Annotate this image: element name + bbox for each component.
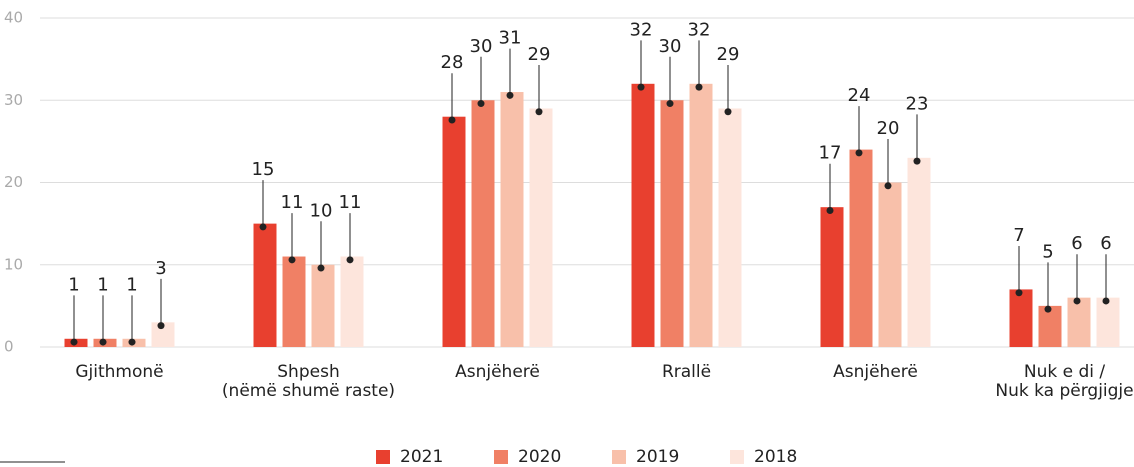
value-label: 1 — [97, 274, 108, 295]
x-tick-label: Rrallë — [661, 362, 712, 382]
y-tick-label: 30 — [4, 91, 23, 109]
callout-dot — [70, 338, 78, 346]
bar — [500, 92, 524, 348]
bar — [340, 256, 364, 347]
value-label: 7 — [1013, 225, 1024, 246]
y-tick-label: 0 — [4, 338, 14, 356]
bar — [907, 157, 931, 347]
callout-dot — [855, 149, 863, 157]
value-label: 24 — [848, 85, 871, 106]
legend-label: 2020 — [518, 447, 561, 467]
value-label: 17 — [819, 143, 842, 164]
callout-dot — [884, 182, 892, 190]
callout-dot — [913, 157, 921, 165]
callout-dot — [695, 83, 703, 91]
y-tick-label: 20 — [4, 173, 23, 191]
value-label: 1 — [68, 274, 79, 295]
callout-dot — [157, 322, 165, 330]
callout-dot — [637, 83, 645, 91]
value-label: 6 — [1100, 233, 1111, 254]
bar — [631, 83, 655, 348]
value-label: 1 — [126, 274, 137, 295]
value-label: 6 — [1071, 233, 1082, 254]
bar — [282, 256, 306, 347]
x-tick-label: Asnjëherë — [833, 362, 918, 382]
callout-dot — [99, 338, 107, 346]
legend-swatch — [730, 450, 744, 464]
value-label: 31 — [499, 28, 522, 49]
legend-swatch — [494, 450, 508, 464]
callout-dot — [535, 108, 543, 116]
bar — [529, 108, 553, 347]
value-label: 32 — [688, 19, 711, 40]
value-label: 11 — [281, 192, 304, 213]
value-label: 10 — [310, 200, 333, 221]
callout-dot — [666, 100, 674, 108]
callout-dot — [448, 116, 456, 124]
x-tick-label: Asnjëherë — [455, 362, 540, 382]
x-tick-label: Nuk e di / Nuk ka përgjigje — [995, 362, 1134, 401]
value-label: 30 — [470, 36, 493, 57]
callout-dot — [317, 264, 325, 272]
callout-dot — [506, 91, 514, 99]
bar — [1067, 297, 1091, 347]
value-label: 20 — [877, 118, 900, 139]
x-tick-label: Gjithmonë — [75, 362, 164, 382]
bar — [151, 322, 175, 347]
x-tick-label: Shpesh (nëmë shumë raste) — [221, 362, 396, 401]
bar — [311, 264, 335, 347]
value-label: 32 — [630, 19, 653, 40]
callout-dot — [259, 223, 267, 231]
value-label: 30 — [659, 36, 682, 57]
legend-label: 2019 — [636, 447, 679, 467]
value-label: 29 — [717, 44, 740, 65]
legend-label: 2021 — [400, 447, 443, 467]
bar — [1009, 289, 1033, 347]
bar — [689, 83, 713, 348]
legend-swatch — [376, 450, 390, 464]
legend-label: 2018 — [754, 447, 797, 467]
callout-dot — [288, 256, 296, 264]
bar — [660, 100, 684, 347]
bar — [1096, 297, 1120, 347]
callout-dot — [128, 338, 136, 346]
callout-dot — [724, 108, 732, 116]
bar — [718, 108, 742, 347]
y-tick-label: 10 — [4, 255, 23, 273]
bar — [849, 149, 873, 347]
callout-dot — [1044, 305, 1052, 313]
value-label: 28 — [441, 52, 464, 73]
legend-swatch — [612, 450, 626, 464]
callout-dot — [1015, 289, 1023, 297]
callout-dot — [826, 206, 834, 214]
bar — [1038, 305, 1062, 347]
callout-dot — [1102, 297, 1110, 305]
callout-dot — [346, 256, 354, 264]
callout-dot — [477, 100, 485, 108]
y-tick-label: 40 — [4, 9, 23, 27]
bar — [878, 182, 902, 347]
value-label: 23 — [906, 93, 929, 114]
callout-dot — [1073, 297, 1081, 305]
value-label: 3 — [155, 258, 166, 279]
value-label: 29 — [528, 44, 551, 65]
bar — [253, 223, 277, 347]
bar — [820, 207, 844, 347]
value-label: 15 — [252, 159, 275, 180]
value-label: 5 — [1042, 241, 1053, 262]
bar — [471, 100, 495, 347]
bar — [442, 116, 466, 347]
value-label: 11 — [339, 192, 362, 213]
